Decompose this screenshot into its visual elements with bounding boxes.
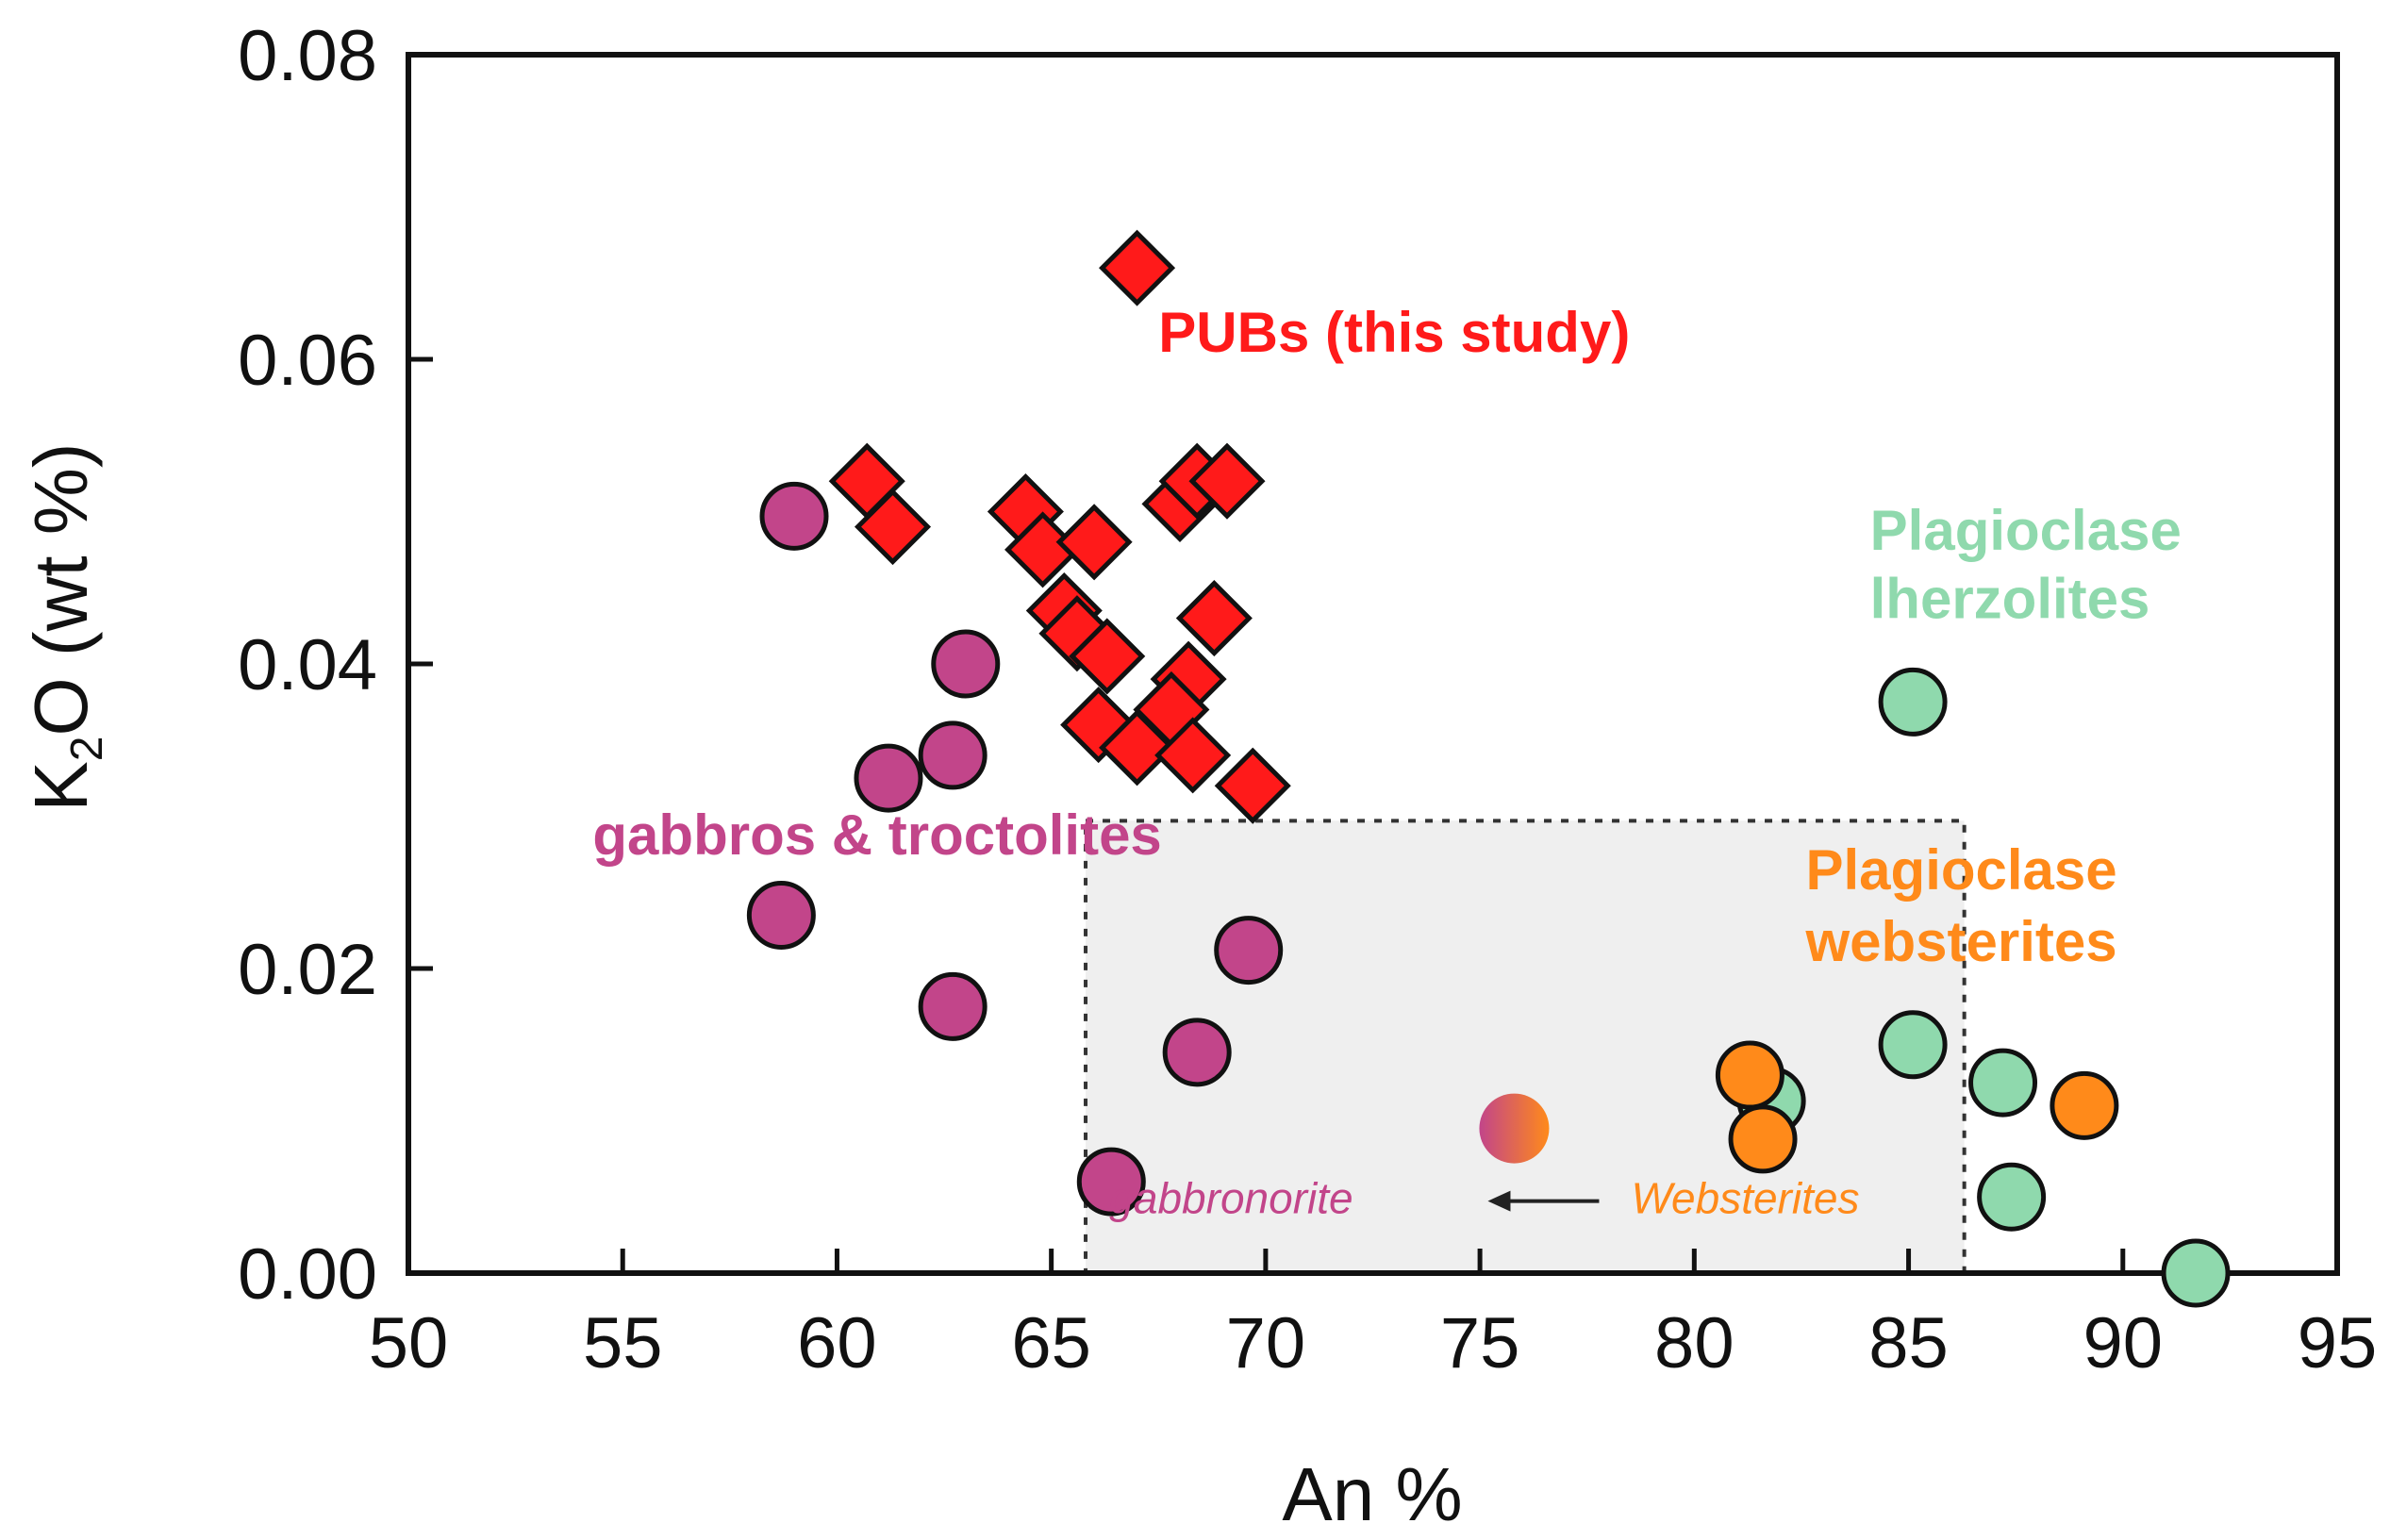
gradient-point [1479,1093,1550,1164]
gabbros-troctolites-point [1076,1147,1146,1217]
x-tick-label: 60 [797,1303,877,1383]
y-tick-label: 0.00 [238,1234,377,1315]
websterites-label: Websterites [1631,1174,1859,1223]
group-label: Plagioclase [1805,838,2116,902]
group-label: lherzolites [1870,568,2150,631]
plagioclase-lherzolites-point [1878,1010,1948,1080]
pubs-point [1055,504,1133,581]
plagioclase-lherzolites-point [1878,667,1948,737]
y-tick-label: 0.02 [238,930,377,1010]
y-tick-label: 0.06 [238,321,377,401]
plagioclase-websterites-point [1715,1040,1784,1110]
x-tick-label: 75 [1440,1303,1520,1383]
x-tick-label: 65 [1011,1303,1091,1383]
x-tick-label: 50 [369,1303,449,1383]
x-tick-label: 95 [2298,1303,2378,1383]
plagioclase-lherzolites-point [1968,1048,2038,1118]
x-tick-label: 85 [1868,1303,1949,1383]
group-label: websterites [1804,910,2116,973]
pubs-point [1214,747,1291,824]
group-label: PUBs (this study) [1158,301,1630,364]
plagioclase-websterites-point [1728,1104,1798,1174]
gabbros-troctolites-point [759,481,829,551]
group-labels: PUBs (this study)Plagioclaselherzolitesg… [592,301,2181,973]
gabbros-troctolites-point [931,629,1001,699]
plagioclase-lherzolites-point [1977,1162,2047,1232]
gabbronorite-label: gabbronorite [1109,1174,1353,1223]
arrow-head-icon [1487,1190,1511,1212]
gabbros-troctolites-point [918,720,988,790]
plagioclase-websterites-point [2050,1070,2119,1140]
gabbros-troctolites-point [746,880,816,950]
gabbros-troctolites-point [1162,1018,1232,1087]
group-label: gabbros & troctolites [592,803,1161,867]
y-tick-label: 0.04 [238,625,377,705]
pubs-point [1069,618,1146,695]
gabbros-troctolites-point [1214,916,1284,985]
group-label: Plagioclase [1870,499,2182,562]
x-tick-label: 80 [1654,1303,1734,1383]
pubs-point [1099,709,1176,787]
y-axis-title-rest: O (wt %) [19,442,103,736]
data-points [746,229,2231,1308]
gabbronorite-websterites-marker: gabbronorite Websterites [1109,1093,1859,1223]
gabbros-troctolites-point [854,743,923,813]
pubs-point [854,488,932,566]
axis-tick-labels: 50 55 60 65 70 75 80 85 90 95 0.00 0.02 0.04 0.06 0.08 [238,16,2377,1383]
axis-ticks [406,52,2340,1276]
pubs-point [1154,717,1232,794]
shaded-region [1084,819,1967,1275]
plagioclase-lherzolites-point [2161,1238,2231,1308]
pubs-point [1099,229,1176,306]
y-axis-title: K2O (wt %) [19,442,112,811]
x-tick-label: 90 [2083,1303,2164,1383]
gabbros-troctolites-point [918,971,988,1041]
x-axis-title: An % [1282,1452,1462,1536]
pubs-point [1175,580,1253,657]
y-axis-title-k: K [19,761,103,811]
y-axis-title-subscript: 2 [62,737,112,762]
y-tick-label: 0.08 [238,16,377,96]
x-tick-label: 70 [1226,1303,1306,1383]
pubs-point [1188,442,1266,520]
x-tick-label: 55 [583,1303,663,1383]
